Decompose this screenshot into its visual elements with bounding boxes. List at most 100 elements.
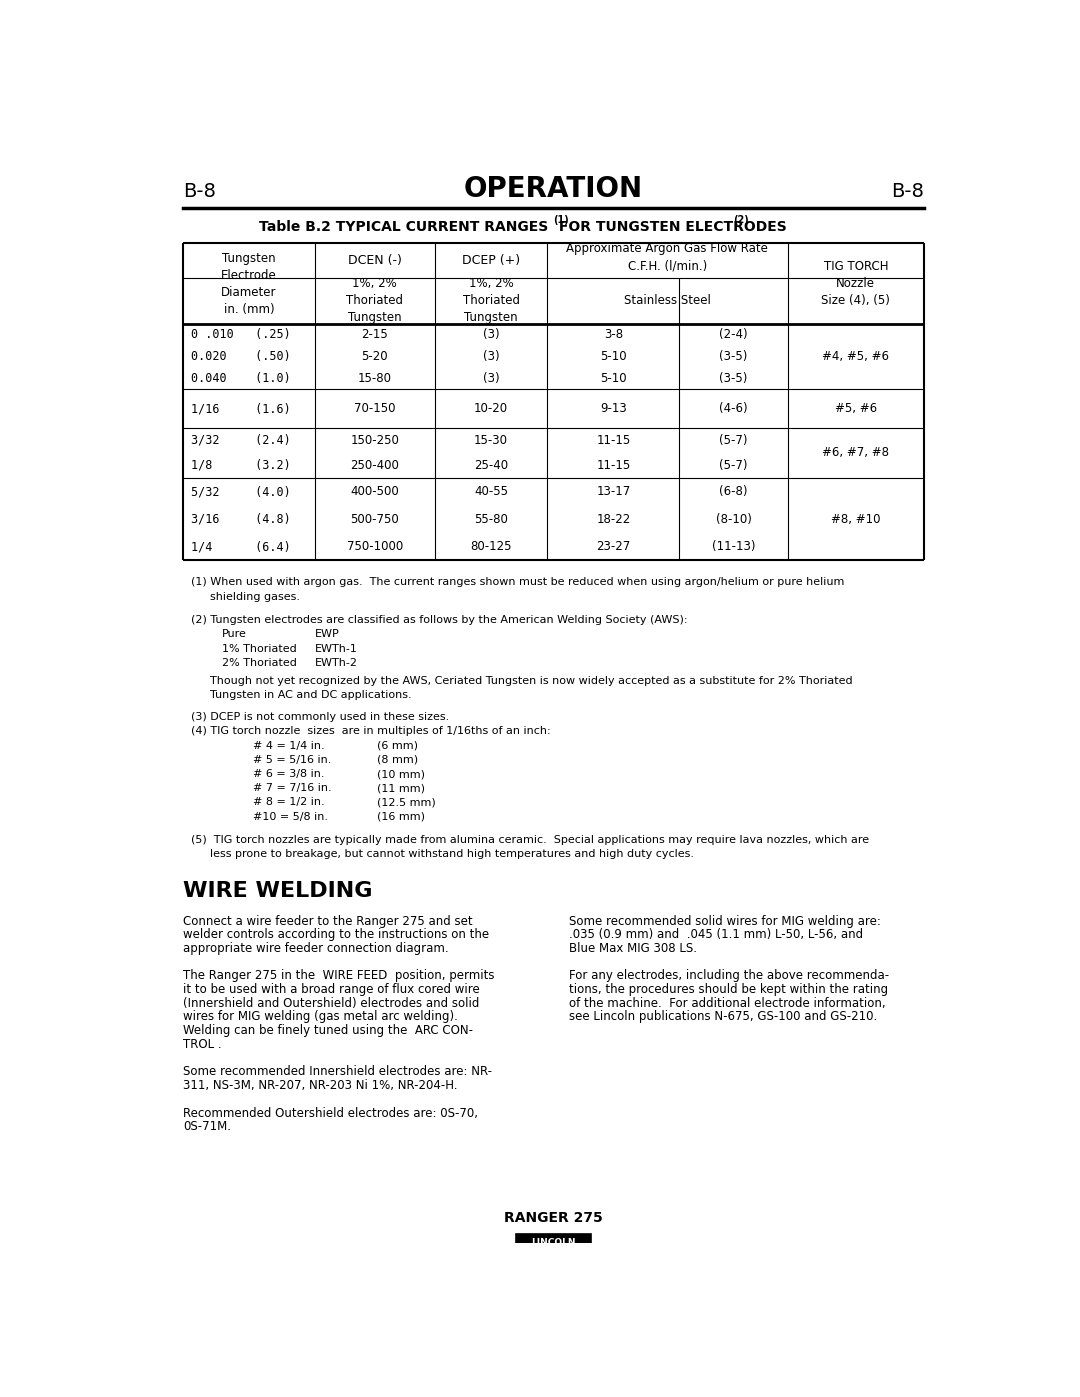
Text: it to be used with a broad range of flux cored wire: it to be used with a broad range of flux… — [183, 983, 480, 996]
Text: appropriate wire feeder connection diagram.: appropriate wire feeder connection diagr… — [183, 942, 448, 956]
Text: WIRE WELDING: WIRE WELDING — [183, 880, 373, 901]
Text: ELECTRIC: ELECTRIC — [534, 1246, 573, 1256]
Text: (3): (3) — [483, 351, 499, 363]
Text: #8, #10: #8, #10 — [831, 513, 880, 525]
Text: (16 mm): (16 mm) — [377, 812, 424, 821]
Text: (11 mm): (11 mm) — [377, 784, 424, 793]
Text: 0S-71M.: 0S-71M. — [183, 1120, 231, 1133]
Text: of the machine.  For additional electrode information,: of the machine. For additional electrode… — [569, 997, 886, 1010]
Text: (Innershield and Outershield) electrodes and solid: (Innershield and Outershield) electrodes… — [183, 997, 480, 1010]
Text: B-8: B-8 — [891, 182, 924, 201]
Text: (8 mm): (8 mm) — [377, 754, 418, 764]
Text: Connect a wire feeder to the Ranger 275 and set: Connect a wire feeder to the Ranger 275 … — [183, 915, 473, 928]
Text: 15-30: 15-30 — [474, 434, 508, 447]
Text: 25-40: 25-40 — [474, 460, 509, 472]
Text: 10-20: 10-20 — [474, 402, 509, 415]
Text: 5/32     (4.0): 5/32 (4.0) — [191, 485, 291, 499]
Text: For any electrodes, including the above recommenda-: For any electrodes, including the above … — [569, 970, 889, 982]
Text: wires for MIG welding (gas metal arc welding).: wires for MIG welding (gas metal arc wel… — [183, 1010, 458, 1024]
Text: 2-15: 2-15 — [362, 328, 388, 341]
Text: welder controls according to the instructions on the: welder controls according to the instruc… — [183, 928, 489, 942]
Text: 23-27: 23-27 — [596, 541, 631, 553]
Text: (8-10): (8-10) — [716, 513, 752, 525]
Text: .035 (0.9 mm) and  .045 (1.1 mm) L-50, L-56, and: .035 (0.9 mm) and .045 (1.1 mm) L-50, L-… — [569, 928, 863, 942]
Text: Blue Max MIG 308 LS.: Blue Max MIG 308 LS. — [569, 942, 697, 956]
Text: TROL .: TROL . — [183, 1038, 221, 1051]
Text: (1) When used with argon gas.  The current ranges shown must be reduced when usi: (1) When used with argon gas. The curren… — [191, 577, 845, 587]
Bar — [516, 1234, 591, 1257]
Text: (3): (3) — [483, 372, 499, 386]
Text: LINCOLN: LINCOLN — [531, 1238, 576, 1248]
Text: DCEP (+): DCEP (+) — [462, 254, 521, 267]
Text: B-8: B-8 — [183, 182, 216, 201]
Text: 5-20: 5-20 — [362, 351, 388, 363]
Text: 9-13: 9-13 — [600, 402, 626, 415]
Text: Some recommended Innershield electrodes are: NR-: Some recommended Innershield electrodes … — [183, 1066, 492, 1078]
Text: (5-7): (5-7) — [719, 434, 747, 447]
Text: 500-750: 500-750 — [351, 513, 400, 525]
Text: 1%, 2%
Thoriated
Tungsten: 1%, 2% Thoriated Tungsten — [347, 278, 403, 324]
Text: 1/8      (3.2): 1/8 (3.2) — [191, 460, 291, 472]
Text: 18-22: 18-22 — [596, 513, 631, 525]
Text: (2): (2) — [733, 215, 750, 225]
Text: 70-150: 70-150 — [354, 402, 395, 415]
Text: (4) TIG torch nozzle  sizes  are in multiples of 1/16ths of an inch:: (4) TIG torch nozzle sizes are in multip… — [191, 726, 551, 736]
Text: Tungsten
Electrode
Diameter
in. (mm): Tungsten Electrode Diameter in. (mm) — [221, 251, 276, 316]
Text: TIG TORCH
Nozzle
Size (4), (5): TIG TORCH Nozzle Size (4), (5) — [821, 260, 890, 307]
Text: (1): (1) — [554, 215, 569, 225]
Text: (5)  TIG torch nozzles are typically made from alumina ceramic.  Special applica: (5) TIG torch nozzles are typically made… — [191, 835, 869, 845]
Text: (3-5): (3-5) — [719, 351, 747, 363]
Text: 15-80: 15-80 — [357, 372, 392, 386]
Text: 1%, 2%
Thoriated
Tungsten: 1%, 2% Thoriated Tungsten — [462, 278, 519, 324]
Text: (2) Tungsten electrodes are classified as follows by the American Welding Societ: (2) Tungsten electrodes are classified a… — [191, 615, 687, 624]
Text: 55-80: 55-80 — [474, 513, 508, 525]
Text: EWTh-2: EWTh-2 — [314, 658, 357, 668]
Text: The Ranger 275 in the  WIRE FEED  position, permits: The Ranger 275 in the WIRE FEED position… — [183, 970, 495, 982]
Text: (11-13): (11-13) — [712, 541, 755, 553]
Text: (3-5): (3-5) — [719, 372, 747, 386]
Text: (10 mm): (10 mm) — [377, 768, 424, 780]
Text: Table B.2 TYPICAL CURRENT RANGES: Table B.2 TYPICAL CURRENT RANGES — [259, 219, 554, 233]
Text: RANGER 275: RANGER 275 — [504, 1211, 603, 1225]
Text: 11-15: 11-15 — [596, 434, 631, 447]
Text: # 6 = 3/8 in.: # 6 = 3/8 in. — [253, 768, 324, 780]
Text: 150-250: 150-250 — [350, 434, 400, 447]
Text: 3-8: 3-8 — [604, 328, 623, 341]
Text: 750-1000: 750-1000 — [347, 541, 403, 553]
Text: (3): (3) — [483, 328, 499, 341]
Text: 13-17: 13-17 — [596, 485, 631, 499]
Text: 0 .010   (.25): 0 .010 (.25) — [191, 328, 291, 341]
Text: #5, #6: #5, #6 — [835, 402, 877, 415]
Text: shielding gases.: shielding gases. — [211, 591, 300, 602]
Text: DCEN (-): DCEN (-) — [348, 254, 402, 267]
Text: Welding can be finely tuned using the  ARC CON-: Welding can be finely tuned using the AR… — [183, 1024, 473, 1037]
Text: (4-6): (4-6) — [719, 402, 747, 415]
Text: (3) DCEP is not commonly used in these sizes.: (3) DCEP is not commonly used in these s… — [191, 712, 449, 722]
Text: (6 mm): (6 mm) — [377, 740, 418, 750]
Text: 2% Thoriated: 2% Thoriated — [221, 658, 297, 668]
Text: 40-55: 40-55 — [474, 485, 508, 499]
Text: 3/32     (2.4): 3/32 (2.4) — [191, 434, 291, 447]
Text: # 4 = 1/4 in.: # 4 = 1/4 in. — [253, 740, 324, 750]
Text: 400-500: 400-500 — [351, 485, 400, 499]
Text: Pure: Pure — [221, 629, 246, 640]
Text: (6-8): (6-8) — [719, 485, 747, 499]
Text: (2-4): (2-4) — [719, 328, 747, 341]
Text: Recommended Outershield electrodes are: 0S-70,: Recommended Outershield electrodes are: … — [183, 1106, 478, 1120]
Text: #10 = 5/8 in.: #10 = 5/8 in. — [253, 812, 328, 821]
Text: 311, NS-3M, NR-207, NR-203 Ni 1%, NR-204-H.: 311, NS-3M, NR-207, NR-203 Ni 1%, NR-204… — [183, 1078, 458, 1092]
Text: Some recommended solid wires for MIG welding are:: Some recommended solid wires for MIG wel… — [569, 915, 881, 928]
Text: 11-15: 11-15 — [596, 460, 631, 472]
Text: tions, the procedures should be kept within the rating: tions, the procedures should be kept wit… — [569, 983, 888, 996]
Text: #6, #7, #8: #6, #7, #8 — [822, 447, 889, 460]
Text: EWTh-1: EWTh-1 — [314, 644, 357, 654]
Text: 1/16     (1.6): 1/16 (1.6) — [191, 402, 291, 415]
Text: less prone to breakage, but cannot withstand high temperatures and high duty cyc: less prone to breakage, but cannot withs… — [211, 849, 694, 859]
Text: Though not yet recognized by the AWS, Ceriated Tungsten is now widely accepted a: Though not yet recognized by the AWS, Ce… — [211, 676, 853, 686]
Text: OPERATION: OPERATION — [464, 175, 643, 203]
Text: (5-7): (5-7) — [719, 460, 747, 472]
Text: Approximate Argon Gas Flow Rate
C.F.H. (l/min.): Approximate Argon Gas Flow Rate C.F.H. (… — [567, 242, 768, 272]
Text: FOR TUNGSTEN ELECTRODES: FOR TUNGSTEN ELECTRODES — [554, 219, 786, 233]
Text: #4, #5, #6: #4, #5, #6 — [822, 351, 889, 363]
Text: Stainless Steel: Stainless Steel — [624, 295, 711, 307]
